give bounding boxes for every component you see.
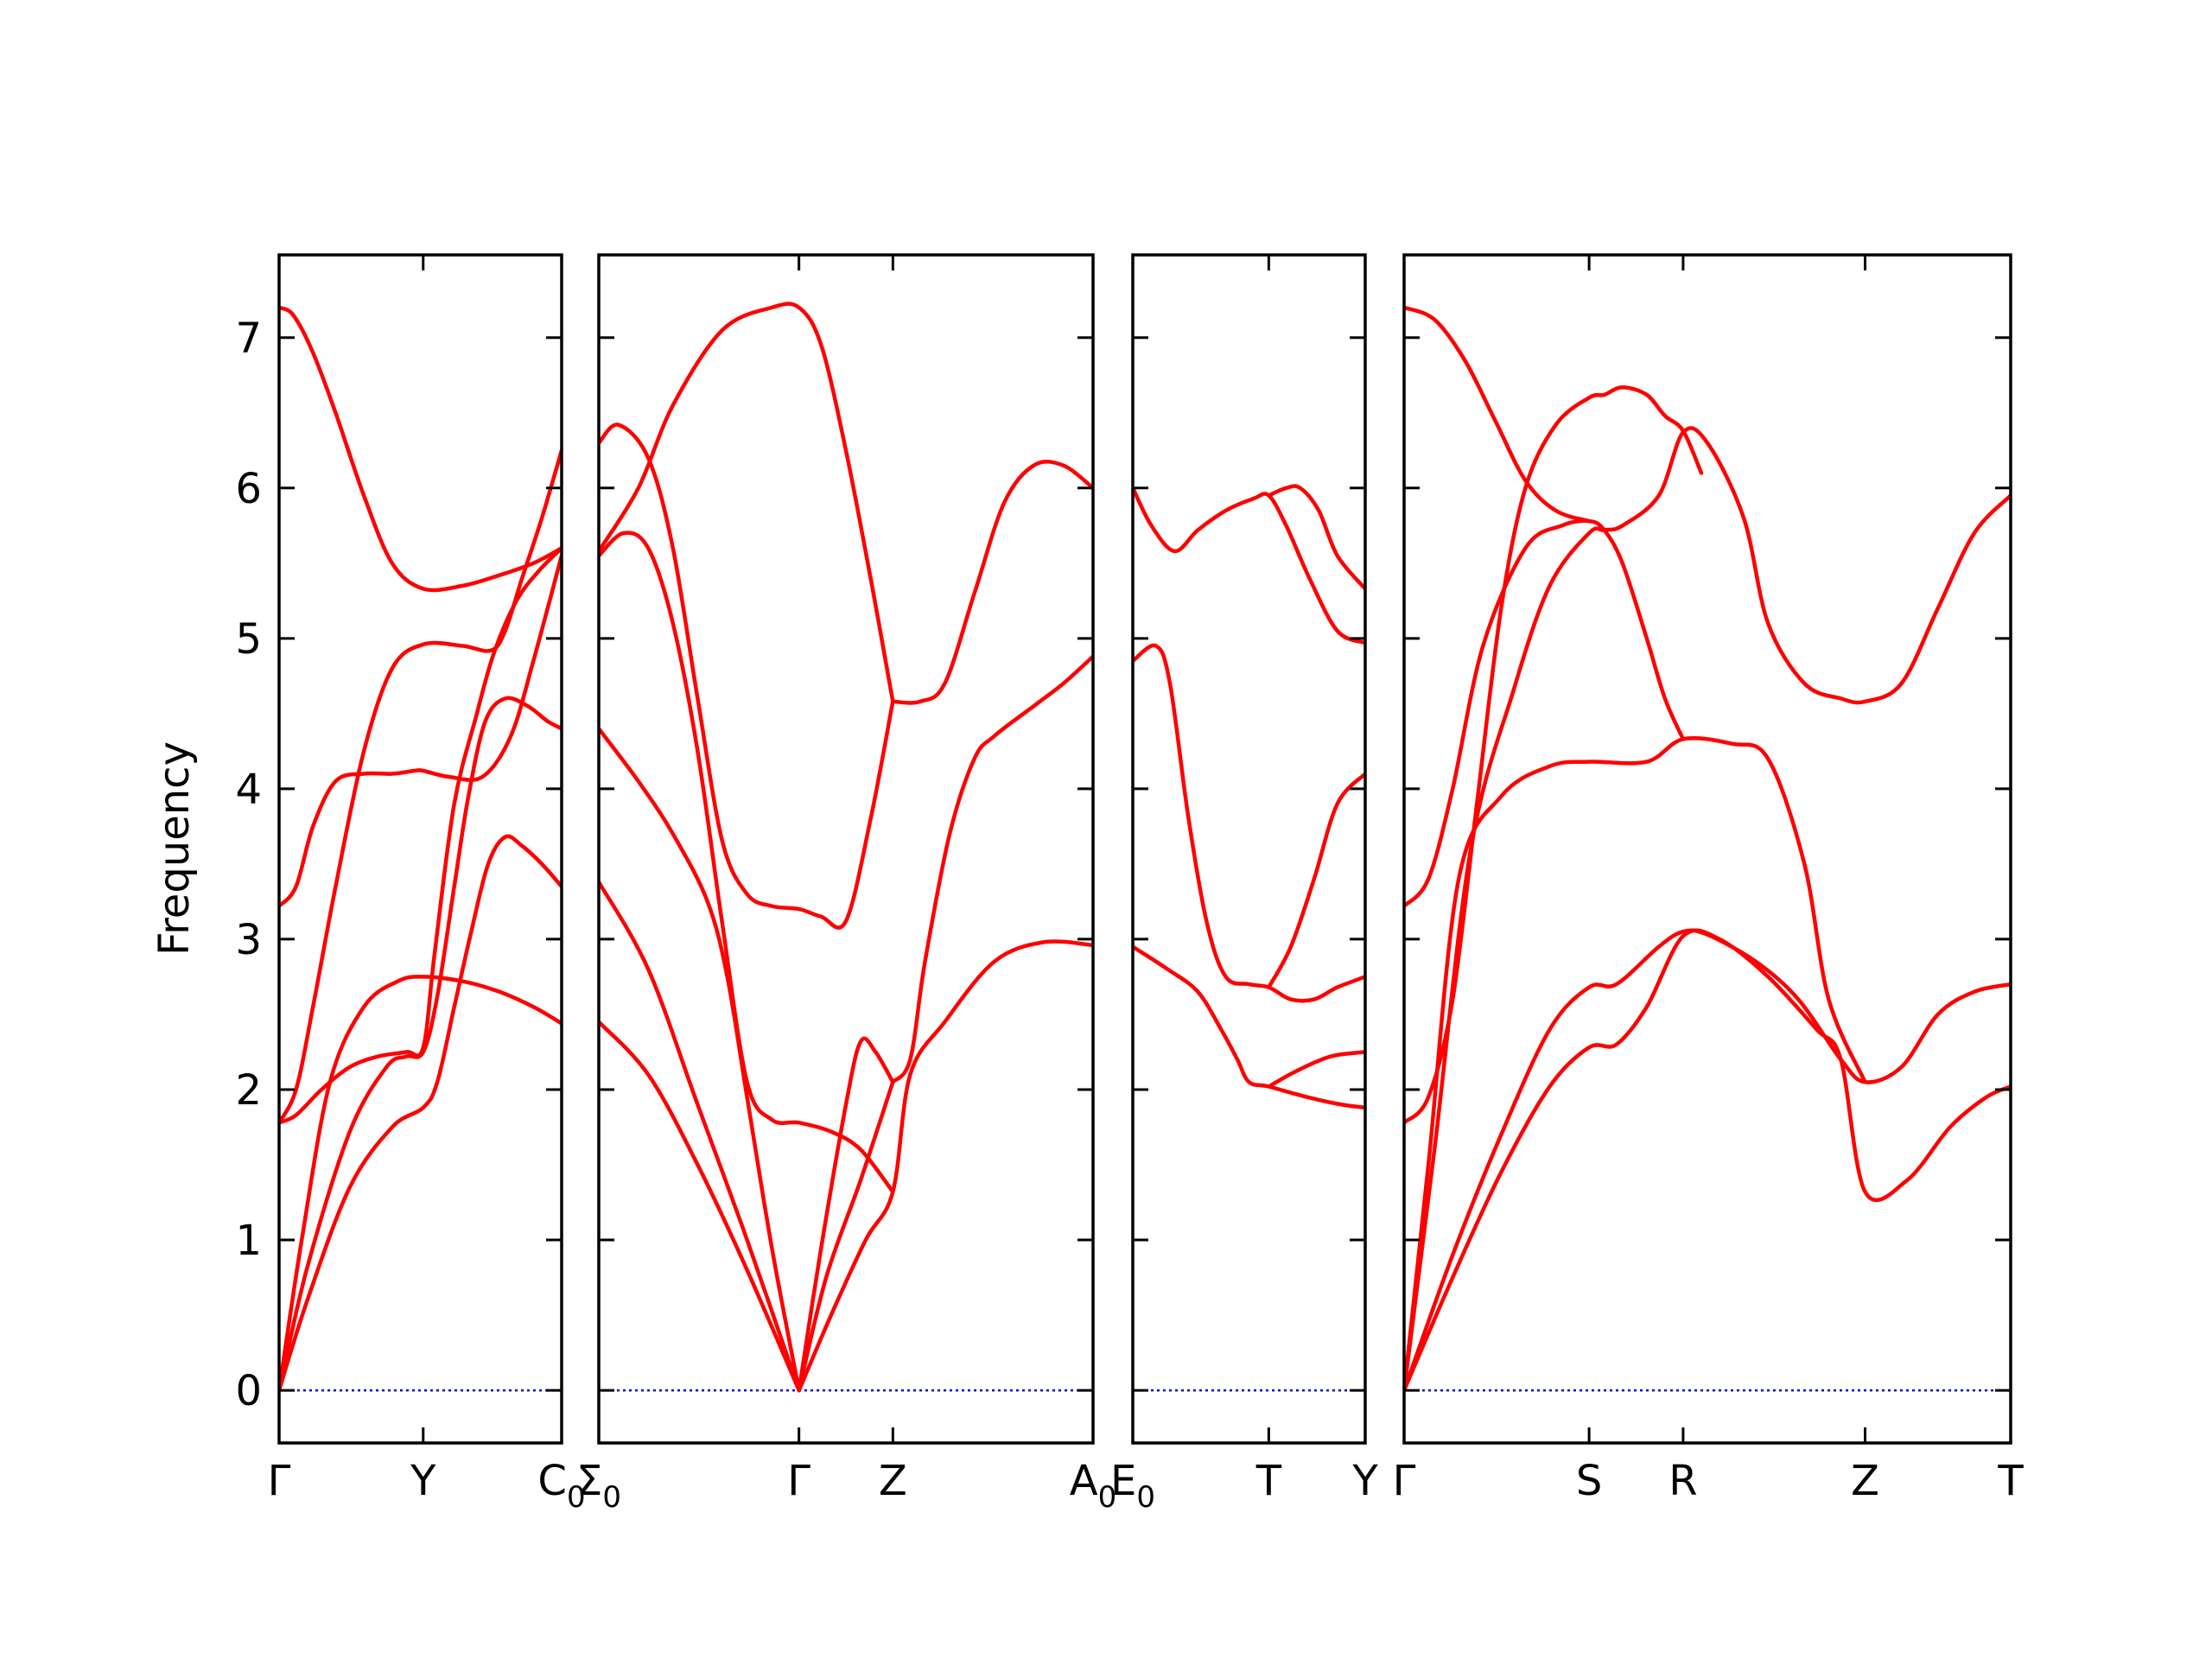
x-tick-label: T <box>1997 1457 2024 1505</box>
x-tick-label: T <box>1255 1457 1282 1505</box>
phonon-branch-7 <box>797 1080 895 1393</box>
phonon-branch-8 <box>797 1036 895 1393</box>
phonon-branch-3 <box>1133 643 1365 1003</box>
phonon-branch-11 <box>891 460 1093 705</box>
phonon-branch-6 <box>1267 484 1365 591</box>
x-tick-label: Z <box>1851 1457 1879 1505</box>
y-tick-label: 0 <box>235 1367 262 1415</box>
phonon-branch-2 <box>1267 1050 1365 1089</box>
phonon-branch-5 <box>1404 385 1704 1125</box>
y-tick-label: 4 <box>235 766 262 814</box>
phonon-branch-1 <box>279 834 562 1393</box>
y-axis-label: Frequency <box>150 741 199 956</box>
panel-e0-t-y: E0 T Y <box>1110 253 1378 1515</box>
x-tick-label: Z <box>879 1457 907 1505</box>
y-tick-label: 3 <box>235 916 262 964</box>
x-tick-label: Y <box>1351 1457 1378 1505</box>
phonon-branch-4 <box>599 531 895 1194</box>
y-tick-label: 6 <box>235 465 262 513</box>
y-tick-label: 2 <box>235 1066 262 1115</box>
plot-area <box>599 302 1093 1393</box>
phonon-branch-3 <box>599 727 801 1393</box>
phonon-branch-5 <box>599 423 895 930</box>
phonon-branch-5 <box>279 553 562 908</box>
phonon-branch-9 <box>797 939 1093 1393</box>
phonon-branch-5 <box>1133 486 1365 645</box>
phonon-branch-4 <box>1267 772 1365 989</box>
panel-frame <box>277 253 563 1445</box>
phonon-branch-7 <box>279 305 562 593</box>
panel-frame <box>1131 253 1367 1445</box>
phonon-branch-6 <box>1404 518 1686 908</box>
y-tick-labels: 0 1 2 3 4 5 6 7 <box>235 315 262 1415</box>
x-tick-label: S <box>1576 1457 1602 1505</box>
panel-frame <box>1402 253 2012 1445</box>
phonon-branch-6 <box>599 302 895 704</box>
phonon-branch-2 <box>599 880 801 1393</box>
y-tick-label: 5 <box>235 615 262 664</box>
phonon-branch-2 <box>279 696 562 1393</box>
phonon-branch-3 <box>279 975 562 1393</box>
x-tick-label: R <box>1669 1457 1697 1505</box>
plot-area <box>279 305 562 1393</box>
plot-area <box>1133 484 1365 1392</box>
x-tick-label: Γ <box>1393 1457 1416 1505</box>
phonon-branch-7 <box>1404 305 1592 524</box>
x-tick-label: Γ <box>787 1457 810 1505</box>
panel-frame <box>597 253 1095 1445</box>
y-tick-label: 1 <box>235 1217 262 1265</box>
x-tick-label: Y <box>410 1457 436 1505</box>
panel-sigma0-gamma-z-a0: Σ0 Γ Z A0 <box>576 253 1116 1515</box>
y-tick-label: 7 <box>235 315 262 363</box>
x-tick-label: Γ <box>268 1457 291 1505</box>
phonon-branch-1 <box>599 1020 801 1393</box>
phonon-branch-2 <box>1404 928 2011 1393</box>
phonon-branch-10 <box>891 654 1093 1084</box>
plot-area <box>1404 305 2011 1393</box>
phonon-branch-6 <box>279 448 562 1125</box>
phonon-branch-1 <box>1133 944 1365 1110</box>
